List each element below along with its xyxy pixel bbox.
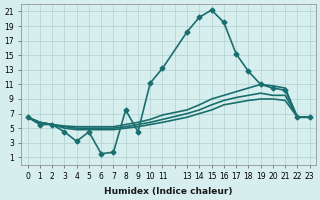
X-axis label: Humidex (Indice chaleur): Humidex (Indice chaleur) — [104, 187, 233, 196]
